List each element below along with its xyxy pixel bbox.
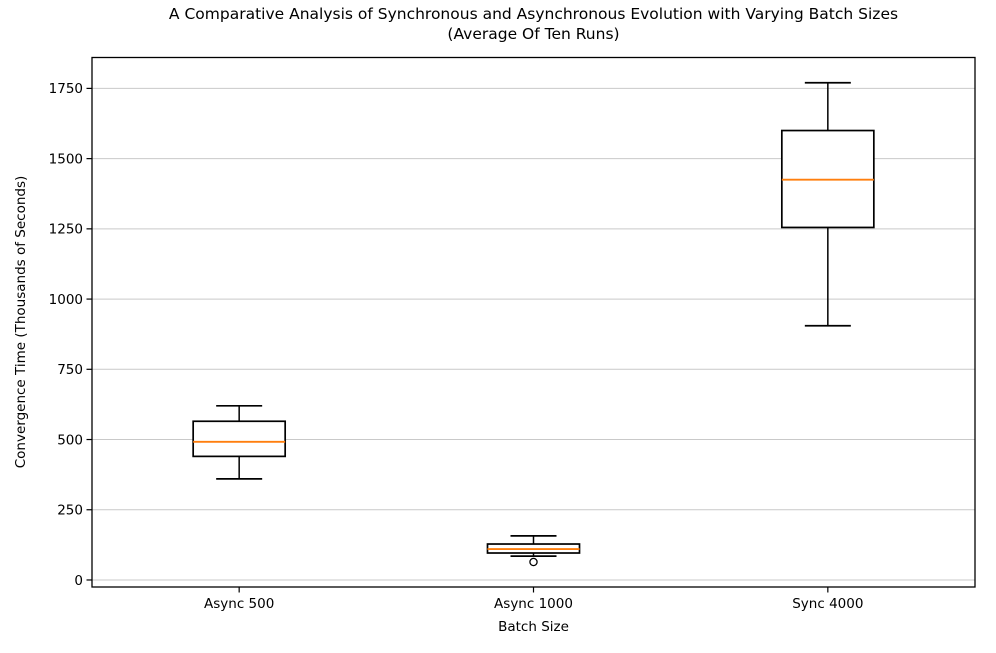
- y-axis-tick-label: 250: [57, 503, 83, 519]
- y-axis-title: Convergence Time (Thousands of Seconds): [13, 175, 29, 469]
- box-group-async-500: [192, 404, 287, 480]
- box-group-sync-4000: [780, 81, 875, 327]
- y-axis-tick-label: 1250: [49, 222, 83, 238]
- y-axis-tick-label: 0: [74, 573, 83, 589]
- y-axis-tick-label: 1000: [49, 292, 83, 308]
- chart-title-line2: (Average Of Ten Runs): [447, 24, 620, 43]
- y-axis-tick-label: 1750: [49, 81, 83, 97]
- y-axis-tick-label: 500: [57, 432, 83, 448]
- chart-title: A Comparative Analysis of Synchronous an…: [92, 5, 975, 44]
- y-axis-tick-label: 750: [57, 362, 83, 378]
- x-axis-tick-label: Async 500: [204, 596, 274, 612]
- chart-title-line1: A Comparative Analysis of Synchronous an…: [168, 5, 899, 23]
- outlier-point: [529, 557, 538, 567]
- box-group-async-1000: [486, 535, 581, 567]
- y-axis-tick-label: 1500: [49, 151, 83, 167]
- x-axis-tick-label: Sync 4000: [792, 596, 863, 612]
- x-axis-tick-label: Async 1000: [494, 596, 573, 612]
- x-axis-title: Batch Size: [498, 619, 569, 635]
- box-rect: [192, 420, 287, 458]
